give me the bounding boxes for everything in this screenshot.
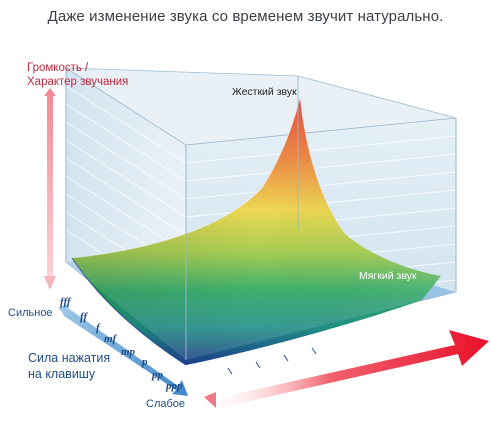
box-front-edges bbox=[65, 68, 457, 360]
key-strength-axis-arrow bbox=[58, 304, 188, 396]
box-front-glass bbox=[66, 68, 456, 360]
dynamic-marking-p: p bbox=[142, 356, 148, 368]
volume-axis-label-line2: Характер звучания bbox=[27, 75, 129, 88]
key-press-axis-title: Сила нажатия на клавишу bbox=[28, 350, 110, 383]
page-title: Даже изменение звука со временем звучит … bbox=[47, 8, 444, 25]
dynamic-marking-ppp: ppp bbox=[166, 380, 183, 392]
volume-axis-label: Громкость / Характер звучания bbox=[27, 62, 128, 90]
time-axis-arrow bbox=[200, 330, 489, 410]
floor-ticks bbox=[227, 347, 317, 375]
time-axis-label: Время bbox=[406, 327, 449, 343]
volume-axis-arrow bbox=[44, 88, 56, 290]
dynamic-marking-mp: mp bbox=[121, 346, 136, 358]
hard-sound-label: Жесткий звук bbox=[232, 86, 297, 98]
volume-axis-label-line1: Громкость / bbox=[27, 62, 89, 74]
soft-sound-label: Мягкий звук bbox=[359, 270, 417, 282]
key-press-axis-title-line2: на клавишу bbox=[28, 367, 96, 382]
dynamic-marking-f: f bbox=[96, 322, 100, 334]
weak-press-label: Слабое bbox=[146, 398, 186, 410]
strong-press-label: Сильное bbox=[8, 307, 53, 319]
volume-surface bbox=[71, 97, 441, 366]
key-press-axis-title-line1: Сила нажатия bbox=[28, 351, 111, 365]
dynamic-marking-fff: fff bbox=[60, 296, 71, 308]
dynamic-marking-mf: mf bbox=[104, 333, 117, 345]
dynamic-marking-ff: ff bbox=[80, 311, 88, 323]
dynamic-marking-pp: pp bbox=[152, 369, 163, 381]
